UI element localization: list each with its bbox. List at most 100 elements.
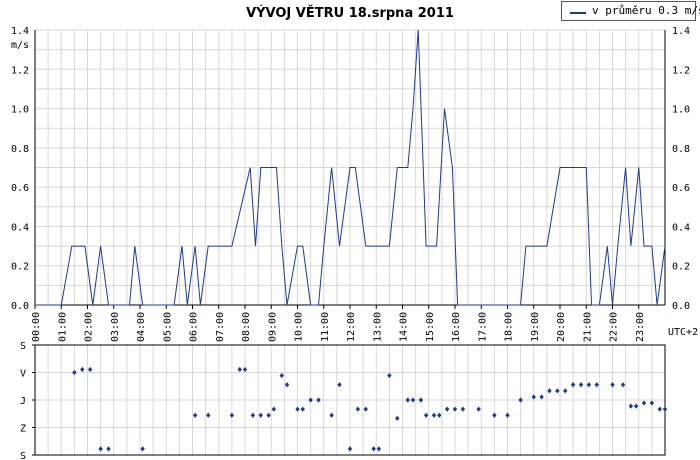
direction-point — [518, 397, 523, 403]
direction-point — [628, 403, 634, 409]
legend-swatch-icon — [570, 12, 586, 14]
direction-point — [476, 406, 481, 412]
y-tick-label-right: 1.0 — [672, 105, 690, 116]
direction-point — [649, 400, 655, 406]
dir-y-tick-label: V — [20, 369, 26, 380]
direction-point — [418, 397, 424, 403]
direction-point — [492, 412, 497, 418]
direction-point — [423, 412, 429, 418]
x-tick-label: 06:00 — [189, 312, 200, 342]
x-tick-label: 00:00 — [31, 312, 42, 342]
direction-point — [329, 412, 334, 418]
x-tick-label: 22:00 — [609, 312, 620, 342]
direction-point — [371, 446, 376, 452]
x-tick-label: 21:00 — [582, 312, 593, 342]
y-tick-label-right: 0.4 — [672, 222, 690, 233]
x-axis-unit: UTC+2 — [668, 327, 698, 338]
x-tick-label: 04:00 — [136, 312, 147, 342]
direction-point — [586, 382, 592, 388]
direction-point — [452, 406, 458, 412]
direction-point — [460, 406, 466, 412]
legend-label: v průměru 0.3 m/s — [592, 4, 700, 17]
direction-point — [657, 406, 662, 412]
direction-point — [242, 366, 248, 373]
x-tick-label: 15:00 — [425, 312, 436, 342]
direction-point — [98, 446, 103, 452]
x-tick-label: 23:00 — [635, 312, 646, 342]
direction-point — [555, 388, 560, 394]
direction-point — [316, 397, 321, 403]
direction-point — [279, 372, 284, 379]
direction-point — [547, 388, 552, 394]
direction-point — [295, 406, 300, 412]
direction-point — [563, 388, 568, 394]
direction-point — [106, 446, 111, 452]
direction-point — [641, 400, 647, 406]
x-tick-label: 02:00 — [84, 312, 95, 342]
direction-point — [410, 397, 416, 403]
dir-y-tick-label: Z — [20, 424, 26, 435]
direction-point — [72, 369, 77, 376]
x-tick-label: 13:00 — [372, 312, 383, 342]
y-tick-label-right: 1.4 — [672, 26, 690, 37]
y-tick-label-left: 0.2 — [11, 262, 29, 273]
direction-point — [610, 382, 615, 388]
x-tick-label: 11:00 — [320, 312, 331, 342]
y-tick-label-left: 0.0 — [11, 301, 29, 312]
dir-y-tick-label: J — [20, 396, 26, 407]
direction-point — [229, 412, 235, 418]
direction-point — [662, 406, 668, 412]
y-tick-label-right: 0.2 — [672, 262, 690, 273]
direction-point — [431, 412, 437, 418]
x-tick-label: 09:00 — [267, 312, 278, 342]
x-tick-label: 18:00 — [504, 312, 515, 342]
direction-point — [570, 382, 576, 388]
x-tick-label: 16:00 — [451, 312, 462, 342]
legend: v průměru 0.3 m/s — [561, 1, 700, 21]
y-tick-label-left: 1.0 — [11, 105, 29, 116]
x-tick-label: 08:00 — [241, 312, 252, 342]
direction-point — [192, 412, 198, 418]
dir-y-tick-label: S — [20, 451, 26, 460]
direction-point — [308, 397, 313, 403]
y-tick-label-right: 0.6 — [672, 183, 690, 194]
x-tick-label: 19:00 — [530, 312, 541, 342]
direction-point — [237, 366, 242, 373]
x-tick-label: 05:00 — [162, 312, 173, 342]
direction-point — [505, 412, 510, 418]
direction-point — [266, 412, 271, 418]
y-tick-label-left: 0.8 — [11, 144, 29, 155]
y-axis-unit: m/s — [11, 40, 29, 51]
direction-point — [80, 366, 85, 373]
dir-y-tick-label: S — [20, 341, 26, 352]
y-tick-label-left: 0.6 — [11, 183, 29, 194]
direction-point — [376, 446, 382, 452]
direction-point — [300, 406, 305, 412]
direction-point — [539, 394, 544, 400]
x-tick-label: 14:00 — [399, 312, 410, 342]
direction-point — [87, 366, 93, 373]
y-tick-label-right: 0.8 — [672, 144, 690, 155]
direction-point — [355, 406, 361, 412]
y-tick-label-right: 0.0 — [672, 301, 690, 312]
direction-point — [206, 412, 211, 418]
direction-point — [578, 382, 584, 388]
chart-title: VÝVOJ VĚTRU 18.srpna 2011 — [246, 5, 454, 21]
direction-point — [405, 397, 410, 403]
direction-point — [250, 412, 256, 418]
direction-point — [363, 406, 368, 412]
y-tick-label-right: 1.2 — [672, 65, 690, 76]
y-tick-label-left: 0.4 — [11, 222, 29, 233]
direction-point — [258, 412, 263, 418]
direction-point — [140, 446, 145, 452]
x-tick-label: 10:00 — [294, 312, 305, 342]
direction-point — [347, 446, 353, 452]
y-tick-label-left: 1.4 — [11, 26, 29, 37]
series-line-wind-speed — [35, 29, 666, 306]
direction-point — [620, 382, 626, 388]
direction-point — [284, 382, 290, 388]
direction-point — [444, 406, 450, 412]
x-tick-label: 07:00 — [215, 312, 226, 342]
direction-point — [531, 394, 536, 400]
